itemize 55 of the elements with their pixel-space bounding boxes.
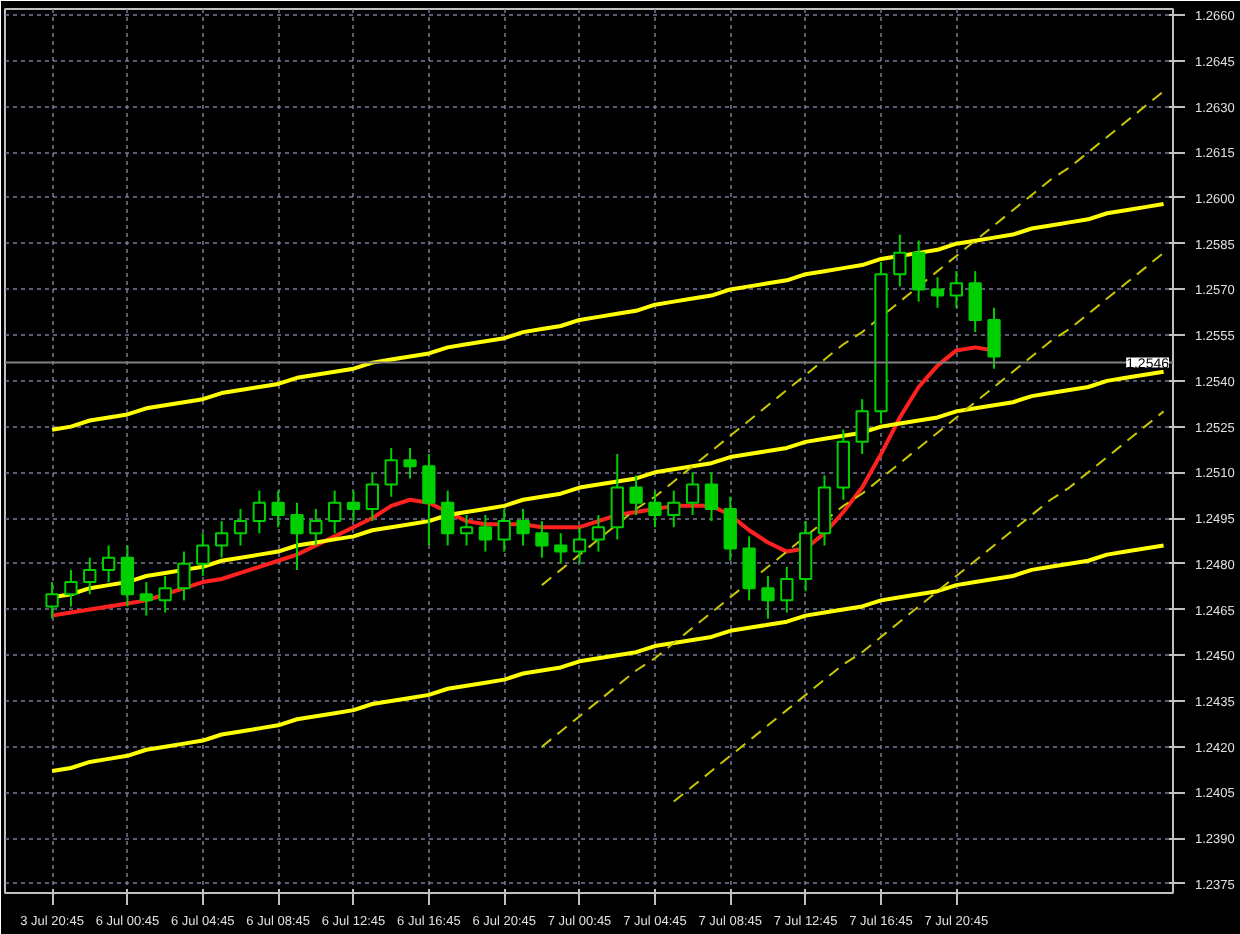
candlestick (780, 565, 794, 614)
candlestick (214, 520, 229, 559)
candlestick (328, 489, 342, 535)
candlestick (855, 398, 869, 456)
candlestick (158, 574, 172, 614)
candlestick (459, 514, 474, 547)
line-series (672, 410, 1165, 803)
candlestick (667, 489, 681, 529)
candlestick (101, 544, 116, 584)
candlestick (497, 507, 511, 553)
candlestick (685, 471, 700, 517)
candlestick (177, 550, 191, 602)
candlestick (45, 581, 59, 620)
candlestick (535, 520, 549, 559)
candlestick (572, 526, 587, 565)
candlestick (949, 270, 964, 309)
candlestick (83, 556, 97, 596)
candlestick (761, 574, 775, 620)
candlestick (987, 306, 1001, 370)
candlestick (704, 471, 719, 523)
candlestick (64, 568, 78, 608)
line-series (50, 543, 1166, 774)
line-series (540, 90, 1165, 587)
candlestick (309, 507, 323, 547)
candlestick (422, 453, 436, 547)
candlestick (271, 489, 285, 529)
candlestick (346, 489, 361, 523)
candlestick (290, 501, 304, 571)
candlestick (968, 270, 982, 334)
candlestick (478, 514, 493, 553)
candlestick (139, 581, 153, 617)
candlestick (836, 428, 850, 501)
candlestick (196, 532, 210, 577)
candlestick (252, 489, 266, 535)
candlestick (742, 535, 756, 602)
candlestick (930, 276, 945, 309)
candlestick (365, 471, 380, 523)
candlestick (516, 507, 530, 547)
candlestick (629, 474, 643, 517)
candlestick (912, 239, 926, 303)
line-series (50, 202, 1166, 432)
candlestick (610, 453, 624, 541)
candlestick (817, 474, 832, 547)
candlestick (403, 446, 417, 480)
candlestick (893, 233, 907, 288)
candlestick (723, 495, 737, 562)
candlestick (798, 520, 813, 593)
candlestick (233, 507, 248, 547)
candlestick (384, 446, 398, 498)
candlestick (120, 544, 135, 608)
candlestick (591, 514, 606, 553)
candlestick (648, 489, 662, 529)
candlestick (554, 532, 568, 565)
line-series (540, 251, 1165, 748)
candlestick (441, 489, 455, 547)
